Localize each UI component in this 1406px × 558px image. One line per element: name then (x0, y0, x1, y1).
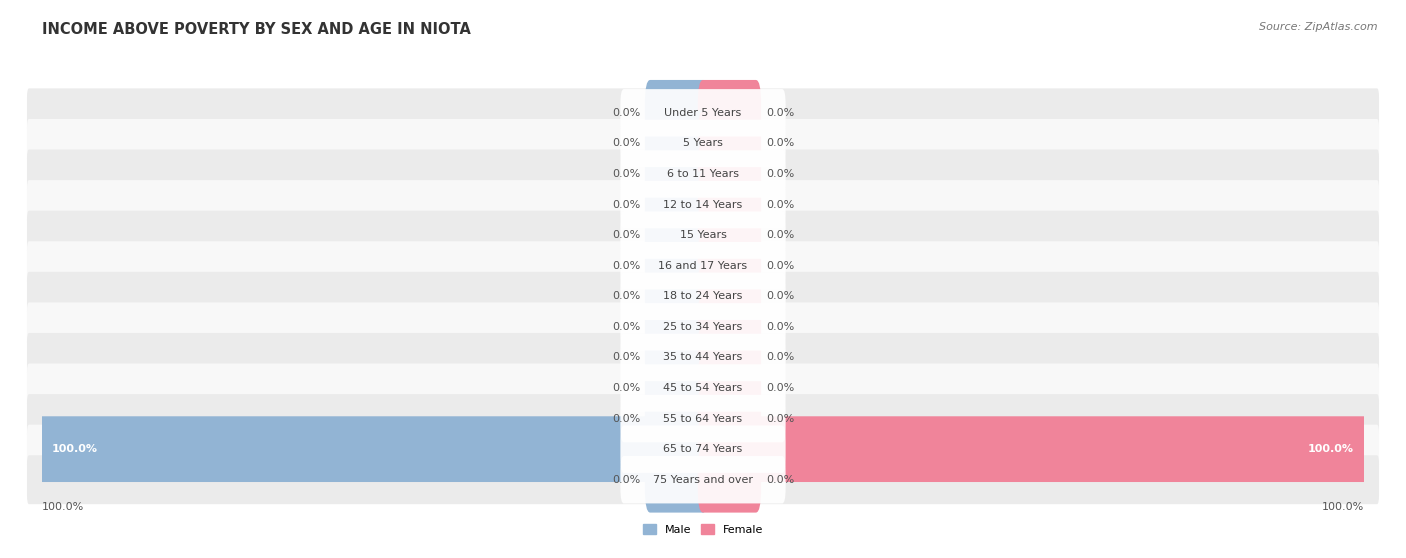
FancyBboxPatch shape (697, 416, 1369, 482)
Text: 0.0%: 0.0% (766, 138, 794, 148)
FancyBboxPatch shape (620, 150, 786, 198)
FancyBboxPatch shape (27, 455, 1379, 504)
FancyBboxPatch shape (620, 89, 786, 137)
Text: 0.0%: 0.0% (612, 108, 640, 118)
Text: 0.0%: 0.0% (612, 413, 640, 424)
FancyBboxPatch shape (620, 303, 786, 350)
FancyBboxPatch shape (620, 272, 786, 320)
FancyBboxPatch shape (620, 181, 786, 228)
Text: Source: ZipAtlas.com: Source: ZipAtlas.com (1260, 22, 1378, 32)
FancyBboxPatch shape (645, 202, 709, 268)
FancyBboxPatch shape (697, 386, 761, 451)
FancyBboxPatch shape (620, 395, 786, 442)
Text: 16 and 17 Years: 16 and 17 Years (658, 261, 748, 271)
FancyBboxPatch shape (645, 172, 709, 237)
Text: 0.0%: 0.0% (612, 200, 640, 210)
FancyBboxPatch shape (645, 447, 709, 513)
Text: 75 Years and over: 75 Years and over (652, 475, 754, 485)
FancyBboxPatch shape (27, 302, 1379, 352)
FancyBboxPatch shape (645, 294, 709, 360)
Text: INCOME ABOVE POVERTY BY SEX AND AGE IN NIOTA: INCOME ABOVE POVERTY BY SEX AND AGE IN N… (42, 22, 471, 37)
Text: 6 to 11 Years: 6 to 11 Years (666, 169, 740, 179)
Text: 0.0%: 0.0% (766, 200, 794, 210)
FancyBboxPatch shape (620, 242, 786, 290)
FancyBboxPatch shape (37, 416, 709, 482)
FancyBboxPatch shape (697, 233, 761, 299)
FancyBboxPatch shape (697, 110, 761, 176)
FancyBboxPatch shape (27, 425, 1379, 474)
Text: 35 to 44 Years: 35 to 44 Years (664, 353, 742, 363)
Text: 0.0%: 0.0% (612, 475, 640, 485)
FancyBboxPatch shape (697, 447, 761, 513)
FancyBboxPatch shape (27, 241, 1379, 290)
Text: 12 to 14 Years: 12 to 14 Years (664, 200, 742, 210)
Text: 18 to 24 Years: 18 to 24 Years (664, 291, 742, 301)
Text: 0.0%: 0.0% (766, 291, 794, 301)
Text: 0.0%: 0.0% (766, 230, 794, 240)
Text: 0.0%: 0.0% (612, 322, 640, 332)
Text: 0.0%: 0.0% (766, 169, 794, 179)
Text: 0.0%: 0.0% (766, 108, 794, 118)
Text: 0.0%: 0.0% (766, 322, 794, 332)
FancyBboxPatch shape (697, 263, 761, 329)
FancyBboxPatch shape (27, 150, 1379, 199)
FancyBboxPatch shape (620, 120, 786, 167)
Text: 100.0%: 100.0% (1308, 444, 1354, 454)
FancyBboxPatch shape (697, 355, 761, 421)
FancyBboxPatch shape (27, 394, 1379, 443)
Text: Under 5 Years: Under 5 Years (665, 108, 741, 118)
FancyBboxPatch shape (645, 325, 709, 390)
Text: 0.0%: 0.0% (766, 475, 794, 485)
Text: 25 to 34 Years: 25 to 34 Years (664, 322, 742, 332)
Text: 100.0%: 100.0% (52, 444, 98, 454)
FancyBboxPatch shape (697, 325, 761, 390)
Text: 0.0%: 0.0% (612, 169, 640, 179)
Text: 100.0%: 100.0% (1322, 502, 1364, 512)
Text: 0.0%: 0.0% (766, 353, 794, 363)
Text: 5 Years: 5 Years (683, 138, 723, 148)
FancyBboxPatch shape (645, 141, 709, 207)
FancyBboxPatch shape (697, 202, 761, 268)
Text: 0.0%: 0.0% (612, 353, 640, 363)
FancyBboxPatch shape (645, 110, 709, 176)
Text: 45 to 54 Years: 45 to 54 Years (664, 383, 742, 393)
FancyBboxPatch shape (645, 386, 709, 451)
Text: 0.0%: 0.0% (766, 413, 794, 424)
FancyBboxPatch shape (27, 88, 1379, 137)
Text: 0.0%: 0.0% (612, 383, 640, 393)
Text: 55 to 64 Years: 55 to 64 Years (664, 413, 742, 424)
Text: 65 to 74 Years: 65 to 74 Years (664, 444, 742, 454)
Text: 0.0%: 0.0% (612, 138, 640, 148)
Text: 100.0%: 100.0% (42, 502, 84, 512)
FancyBboxPatch shape (27, 180, 1379, 229)
FancyBboxPatch shape (697, 80, 761, 146)
Legend: Male, Female: Male, Female (638, 519, 768, 539)
FancyBboxPatch shape (645, 233, 709, 299)
Text: 0.0%: 0.0% (612, 261, 640, 271)
FancyBboxPatch shape (645, 263, 709, 329)
Text: 0.0%: 0.0% (766, 261, 794, 271)
FancyBboxPatch shape (697, 172, 761, 237)
FancyBboxPatch shape (697, 141, 761, 207)
FancyBboxPatch shape (620, 456, 786, 503)
FancyBboxPatch shape (645, 80, 709, 146)
FancyBboxPatch shape (620, 425, 786, 473)
FancyBboxPatch shape (645, 355, 709, 421)
FancyBboxPatch shape (620, 334, 786, 381)
FancyBboxPatch shape (27, 211, 1379, 259)
FancyBboxPatch shape (620, 211, 786, 259)
FancyBboxPatch shape (27, 333, 1379, 382)
FancyBboxPatch shape (27, 119, 1379, 168)
FancyBboxPatch shape (27, 272, 1379, 321)
FancyBboxPatch shape (27, 364, 1379, 412)
FancyBboxPatch shape (620, 364, 786, 412)
Text: 0.0%: 0.0% (612, 291, 640, 301)
Text: 0.0%: 0.0% (766, 383, 794, 393)
FancyBboxPatch shape (697, 294, 761, 360)
Text: 0.0%: 0.0% (612, 230, 640, 240)
Text: 15 Years: 15 Years (679, 230, 727, 240)
